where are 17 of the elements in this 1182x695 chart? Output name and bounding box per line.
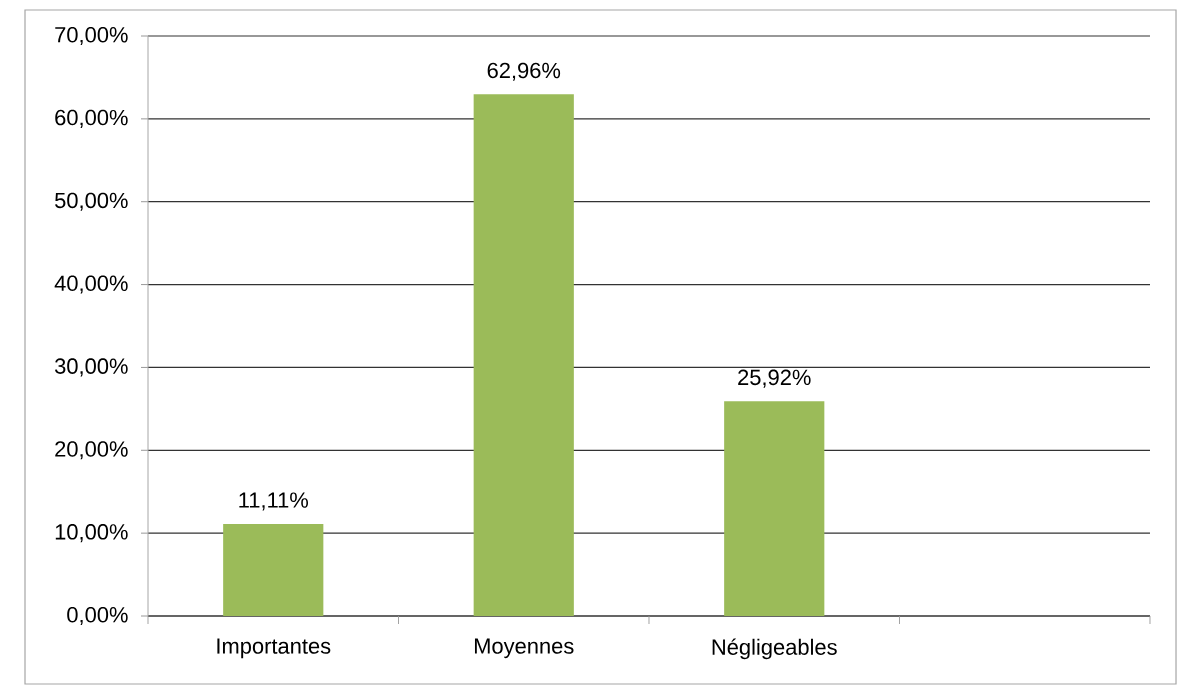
x-tick-label: Négligeables — [712, 638, 837, 660]
y-tick-label: 60,00% — [55, 109, 128, 128]
y-tick-label: 10,00% — [55, 524, 128, 543]
x-tick-label: Importantes — [217, 638, 331, 659]
data-label: 25,92% — [738, 369, 811, 388]
y-tick-label: 0,00% — [67, 606, 128, 626]
y-tick-label: 20,00% — [55, 441, 128, 460]
bar — [473, 94, 574, 616]
y-tick-label: 40,00% — [54, 275, 128, 294]
y-tick-label: 30,00% — [54, 358, 128, 377]
bar — [724, 401, 825, 616]
y-tick-label: 50,00% — [55, 192, 128, 211]
x-tick-label: Moyennes — [474, 638, 574, 659]
y-tick-label: 70,00% — [55, 26, 128, 46]
data-label: 11,11% — [239, 492, 308, 511]
bar — [223, 523, 324, 616]
data-label: 62,96% — [487, 62, 561, 81]
